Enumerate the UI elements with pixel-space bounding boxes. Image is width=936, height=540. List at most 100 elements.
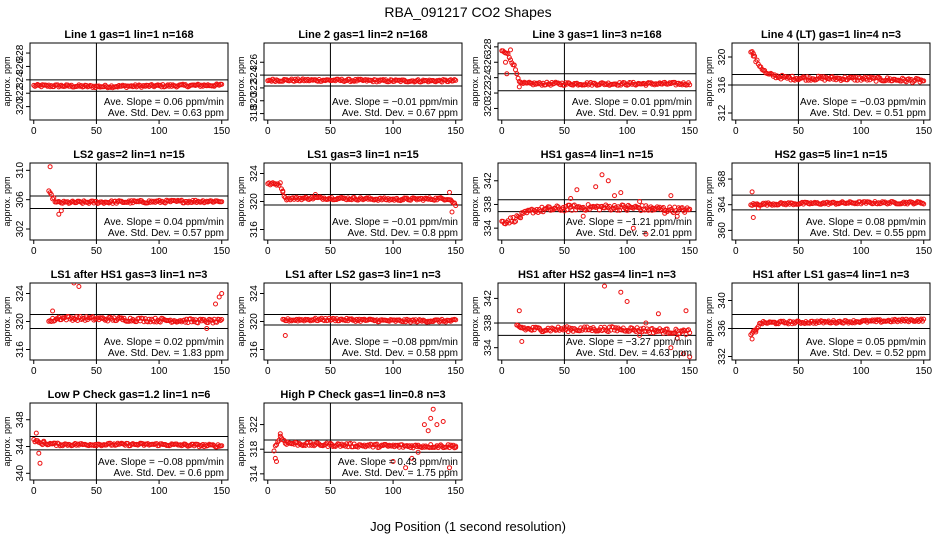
data-point-outlier xyxy=(213,301,218,307)
y-axis-label: approx. ppm xyxy=(470,176,480,226)
data-point xyxy=(814,76,820,82)
x-tick-label: 150 xyxy=(447,246,464,257)
y-tick-label: 326 xyxy=(15,58,26,75)
x-tick-label: 0 xyxy=(31,126,37,137)
x-tick-label: 150 xyxy=(447,486,464,497)
data-point xyxy=(587,327,592,333)
data-point xyxy=(50,196,56,202)
data-point xyxy=(101,316,107,322)
data-point xyxy=(531,207,537,213)
data-points xyxy=(46,164,225,217)
y-tick-label: 318 xyxy=(249,440,260,457)
slope-annotation: Ave. Slope = −0.01 ppm/min xyxy=(332,217,458,228)
x-axis-label: Jog Position (1 second resolution) xyxy=(370,519,566,534)
y-tick-label: 316 xyxy=(717,76,728,93)
data-point xyxy=(679,328,685,334)
x-tick-label: 0 xyxy=(31,486,37,497)
data-point xyxy=(762,68,768,73)
y-tick-label: 326 xyxy=(483,53,494,70)
y-axis-label: approx. ppm xyxy=(704,56,714,106)
chart-panel: HS1 gas=4 lin=1 n=15 0 50 100 150 334 338 342ap… xyxy=(470,149,699,257)
data-point xyxy=(686,327,691,333)
data-points xyxy=(265,180,459,215)
data-point xyxy=(448,442,454,448)
data-point-outlier xyxy=(508,47,513,53)
data-point xyxy=(540,209,546,215)
y-tick-label: 320 xyxy=(717,48,728,65)
data-point-outlier xyxy=(599,172,605,178)
slope-annotation: Ave. Slope = −0.01 ppm/min xyxy=(332,97,458,108)
y-tick-label: 320 xyxy=(15,313,26,330)
y-tick-label: 320 xyxy=(249,193,260,210)
data-points xyxy=(748,189,927,220)
std-annotation: Ave. Std. Dev. = 0.6 ppm xyxy=(113,468,224,479)
data-point xyxy=(428,442,434,448)
panel-title: HS1 after LS1 gas=4 lin=1 n=3 xyxy=(753,269,910,281)
x-tick-label: 100 xyxy=(385,126,402,137)
data-point xyxy=(219,317,225,322)
y-tick-label: 364 xyxy=(717,196,728,213)
slope-annotation: Ave. Slope = 0.01 ppm/min xyxy=(572,97,692,108)
data-point-outlier xyxy=(274,459,279,464)
data-point xyxy=(189,319,195,325)
data-point xyxy=(582,324,587,330)
panel-title: LS2 gas=2 lin=1 n=15 xyxy=(73,149,185,161)
figure-title: RBA_091217 CO2 Shapes xyxy=(384,4,551,20)
data-point xyxy=(610,205,616,211)
data-point xyxy=(145,319,151,325)
data-point xyxy=(604,204,610,210)
data-point xyxy=(453,203,459,209)
x-tick-label: 50 xyxy=(325,126,337,137)
plot-frame xyxy=(731,282,931,361)
data-point-outlier xyxy=(216,294,222,300)
data-point xyxy=(219,199,225,205)
data-point-outlier xyxy=(58,208,64,214)
y-tick-label: 338 xyxy=(483,314,494,331)
data-point xyxy=(121,315,127,321)
x-tick-label: 0 xyxy=(31,366,37,377)
data-point xyxy=(687,206,693,212)
x-tick-label: 150 xyxy=(915,246,932,257)
y-tick-label: 360 xyxy=(717,222,728,239)
std-annotation: Ave. Std. Dev. = 0.63 ppm xyxy=(108,108,224,119)
data-point-outlier xyxy=(637,199,643,204)
x-tick-label: 100 xyxy=(619,366,636,377)
std-annotation: Ave. Std. Dev. = 0.91 ppm xyxy=(576,108,692,119)
std-annotation: Ave. Std. Dev. = 0.8 ppm xyxy=(347,228,458,239)
y-axis-label: approx. ppm xyxy=(470,296,480,346)
y-axis-label: approx. ppm xyxy=(236,176,246,226)
data-point xyxy=(667,204,673,210)
slope-annotation: Ave. Slope = 0.04 ppm/min xyxy=(104,217,224,228)
data-point xyxy=(218,318,223,323)
panel-title: HS1 gas=4 lin=1 n=15 xyxy=(541,149,654,161)
data-point-outlier xyxy=(630,225,636,231)
data-points xyxy=(31,430,225,466)
data-point xyxy=(921,201,927,207)
data-point-outlier xyxy=(593,184,599,190)
y-tick-label: 328 xyxy=(483,38,494,55)
y-tick-label: 322 xyxy=(483,84,494,101)
x-tick-label: 0 xyxy=(499,246,505,257)
x-tick-label: 50 xyxy=(91,486,103,497)
x-tick-label: 100 xyxy=(151,246,168,257)
data-point xyxy=(182,319,188,325)
data-point-outlier xyxy=(618,190,624,196)
std-annotation: Ave. Std. Dev. = 0.57 ppm xyxy=(108,228,224,239)
y-tick-label: 324 xyxy=(249,165,260,182)
slope-annotation: Ave. Slope = 0.05 ppm/min xyxy=(806,337,926,348)
data-point-outlier xyxy=(277,431,283,437)
x-tick-label: 100 xyxy=(853,246,870,257)
data-point xyxy=(170,82,176,88)
chart-panel: LS1 after HS1 gas=3 lin=1 n=3 0 50 100 150 31… xyxy=(2,269,231,377)
y-tick-label: 342 xyxy=(483,290,494,307)
std-annotation: Ave. Std. Dev. = 0.67 ppm xyxy=(342,108,458,119)
y-tick-label: 316 xyxy=(249,341,260,358)
data-point-outlier xyxy=(637,332,643,338)
panel-title: High P Check gas=1 lin=0.8 n=3 xyxy=(280,389,445,401)
data-point-outlier xyxy=(683,308,689,314)
data-points xyxy=(499,172,693,237)
